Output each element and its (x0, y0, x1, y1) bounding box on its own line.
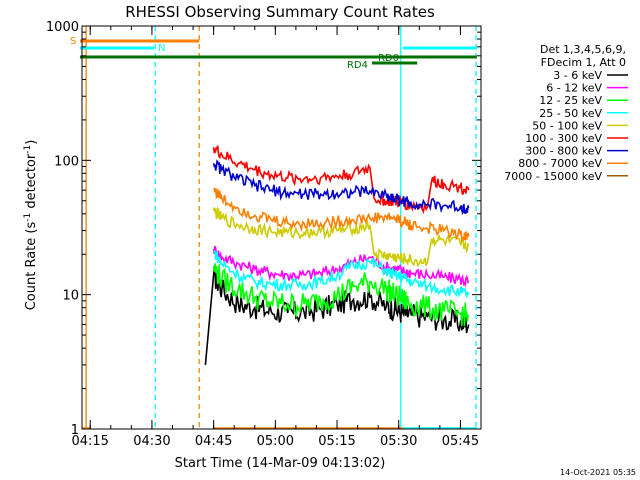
legend-header-line-2: FDecim 1, Att 0 (541, 56, 626, 69)
x-tick-label: 04:45 (195, 434, 232, 449)
series-line-0 (204, 265, 470, 365)
y-axis-label-end: ) (24, 140, 39, 145)
y-axis-label-sup-2: -1 (23, 145, 33, 154)
y-axis: 1 10 100 1000 (46, 20, 481, 438)
series-line-1 (212, 245, 470, 288)
legend-label: 25 - 50 keV (539, 107, 602, 120)
y-tick-label: 100 (54, 154, 79, 169)
series-line-4 (212, 206, 470, 268)
x-tick-label: 05:00 (257, 434, 294, 449)
series-line-3 (213, 250, 470, 299)
y-tick-label: 1000 (46, 20, 79, 35)
status-label-rd0: RD0 (378, 53, 399, 64)
status-label-n: N (158, 43, 165, 54)
legend-label: 800 - 7000 keV (518, 157, 602, 170)
y-axis-label: Count Rate (s-1 detector-1) (23, 140, 39, 311)
x-tick-label: 05:45 (442, 434, 479, 449)
plot-frame (81, 25, 482, 430)
footer-timestamp: 14-Oct-2021 05:35 (560, 468, 636, 477)
y-tick-label: 1 (71, 423, 79, 438)
legend-label: 50 - 100 keV (532, 119, 602, 132)
y-axis-label-mid: detector (24, 153, 39, 213)
x-axis-label: Start Time (14-Mar-09 04:13:02) (175, 456, 386, 471)
legend-label: 7000 - 15000 keV (504, 170, 602, 183)
series-line-2 (212, 263, 469, 327)
chart-title: RHESSI Observing Summary Count Rates (125, 3, 435, 21)
legend-label: 6 - 12 keV (546, 82, 602, 95)
x-tick-label: 04:15 (71, 434, 108, 449)
y-tick-label: 10 (62, 289, 79, 304)
legend-header-line-1: Det 1,3,4,5,6,9, (540, 43, 626, 56)
status-label-rd4: RD4 (347, 60, 368, 71)
x-axis: 04:15 04:30 04:45 05:00 05:15 05:30 05:45 (71, 26, 482, 449)
x-tick-label: 04:30 (133, 434, 170, 449)
status-label-s: S (70, 36, 76, 47)
series-lines (204, 145, 470, 365)
legend-label: 12 - 25 keV (539, 94, 602, 107)
legend-label: 300 - 800 keV (525, 145, 602, 158)
x-tick-label: 05:30 (380, 434, 417, 449)
series-line-5 (212, 145, 470, 215)
y-axis-label-main: Count Rate (s (24, 222, 39, 311)
x-tick-label: 05:15 (318, 434, 355, 449)
series-line-6 (212, 159, 470, 216)
y-axis-label-sup-1: -1 (23, 213, 33, 222)
series-line-7 (213, 187, 470, 243)
legend-label: 100 - 300 keV (525, 132, 602, 145)
legend-label: 3 - 6 keV (553, 69, 602, 82)
status-labels: S N RD0 RD4 (70, 36, 399, 71)
legend: Det 1,3,4,5,6,9, FDecim 1, Att 0 3 - 6 k… (504, 43, 628, 183)
